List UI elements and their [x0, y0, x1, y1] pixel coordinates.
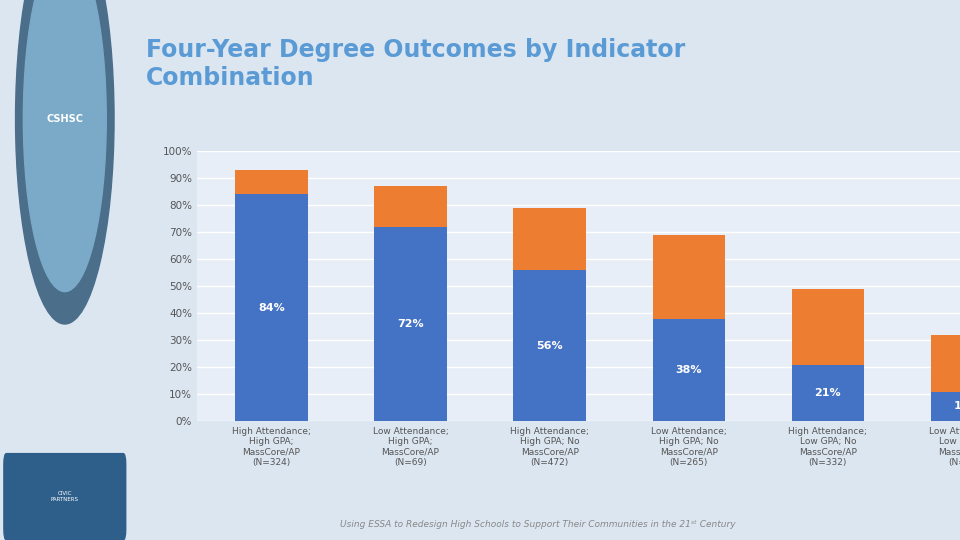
Bar	[374, 227, 446, 421]
Bar	[514, 208, 586, 270]
Bar	[235, 170, 307, 194]
Text: Four-Year Degree Outcomes by Indicator
Combination: Four-Year Degree Outcomes by Indicator C…	[146, 38, 685, 90]
Bar	[514, 270, 586, 421]
Bar	[653, 319, 725, 421]
Bar	[931, 335, 960, 392]
Circle shape	[15, 0, 114, 324]
Bar	[792, 289, 864, 365]
Text: 38%: 38%	[676, 365, 702, 375]
Text: 56%: 56%	[537, 341, 563, 350]
Text: 72%: 72%	[397, 319, 423, 329]
Text: CIVIC
PARTNERS: CIVIC PARTNERS	[51, 491, 79, 502]
Bar	[653, 235, 725, 319]
Bar	[374, 186, 446, 227]
FancyBboxPatch shape	[4, 454, 126, 540]
Text: 11%: 11%	[953, 401, 960, 411]
Text: 21%: 21%	[815, 388, 841, 398]
Text: CSHSC: CSHSC	[46, 114, 84, 124]
Bar	[931, 392, 960, 421]
Circle shape	[23, 0, 107, 292]
Text: Using ESSA to Redesign High Schools to Support Their Communities in the 21ˢᵗ Cen: Using ESSA to Redesign High Schools to S…	[340, 520, 735, 529]
Bar	[235, 194, 307, 421]
Text: 84%: 84%	[258, 303, 285, 313]
Bar	[792, 364, 864, 421]
